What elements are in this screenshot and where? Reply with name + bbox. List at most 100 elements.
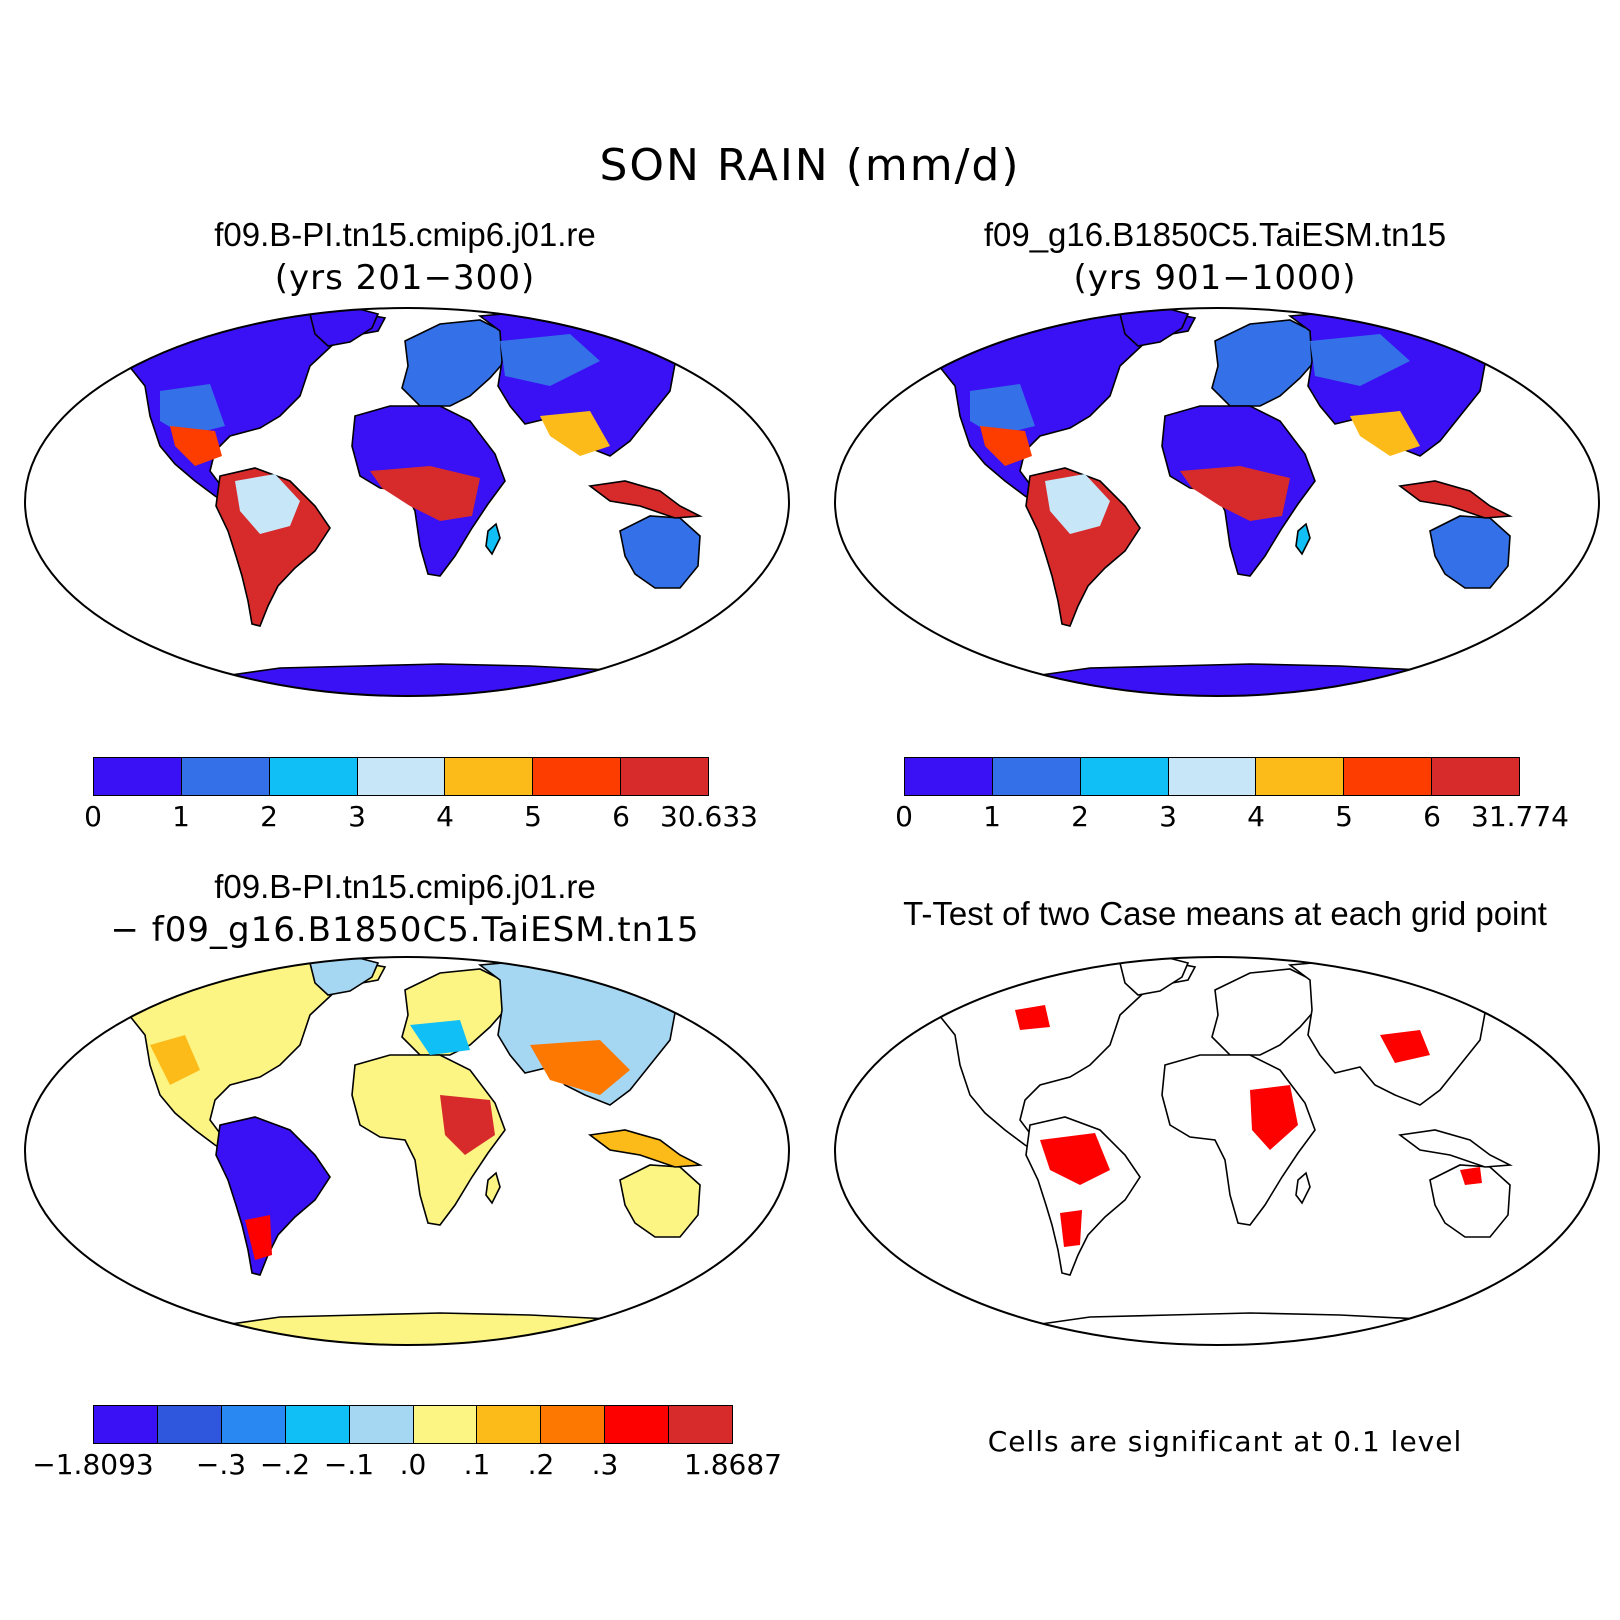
map-outline (24, 307, 790, 697)
panel1-map (24, 307, 790, 697)
field-patch (245, 1215, 272, 1260)
panel1-subtitle: (yrs 201−300) (274, 258, 536, 298)
colorbar-cell-2 (221, 1406, 286, 1443)
colorbar-cell-8 (605, 1406, 670, 1443)
land-australia (619, 1164, 701, 1238)
panel4-note: Cells are significant at 0.1 level (987, 1425, 1463, 1458)
field-patch (160, 384, 225, 436)
panel2-colorbar-labels: 0 1 2 3 4 5 6 31.774 (895, 800, 1569, 836)
colorbar-tick-label: .0 (399, 1448, 427, 1481)
map-outline (24, 956, 790, 1346)
colorbar-tick-label: 31.774 (1471, 800, 1569, 833)
colorbar-tick-label: 2 (1071, 800, 1089, 833)
field-patch (370, 466, 480, 521)
colorbar-cell-3 (357, 758, 446, 795)
land-southAmerica (215, 1116, 331, 1276)
land-indonesia (587, 480, 703, 519)
map-outline (834, 307, 1600, 697)
land-indonesia (1397, 1129, 1513, 1168)
panel1-colorbar-labels: 0 1 2 3 4 5 6 30.633 (84, 800, 758, 836)
colorbar-cell-4 (349, 1406, 414, 1443)
field-patch (1250, 1085, 1298, 1150)
colorbar-cell-3 (1168, 758, 1257, 795)
field-patch (1350, 411, 1420, 456)
colorbar-tick-label: −1.8093 (32, 1448, 154, 1481)
land-madagascar (1295, 522, 1311, 556)
colorbar-cell-2 (1080, 758, 1169, 795)
map-outline (834, 956, 1600, 1346)
colorbar-tick-label: 30.633 (660, 800, 758, 833)
colorbar-tick-label: 0 (84, 800, 102, 833)
field-patch (540, 411, 610, 456)
colorbar-tick-label: 1 (172, 800, 190, 833)
colorbar-tick-label: −.2 (259, 1448, 311, 1481)
panel4-map (834, 956, 1600, 1346)
colorbar-cell-5 (413, 1406, 478, 1443)
field-patch (1180, 466, 1290, 521)
field-patch (1310, 334, 1410, 386)
field-patch (1040, 1133, 1110, 1185)
panel1-title: f09.B-PI.tn15.cmip6.j01.re (214, 216, 596, 253)
colorbar-cell-6 (1432, 758, 1520, 795)
panel3-colorbar (93, 1405, 733, 1444)
panel3-title: f09.B-PI.tn15.cmip6.j01.re (214, 868, 596, 905)
land-madagascar (485, 522, 501, 556)
land-australia (619, 515, 701, 589)
colorbar-tick-label: 4 (436, 800, 454, 833)
colorbar-tick-label: 2 (260, 800, 278, 833)
land-asia (1287, 957, 1512, 1106)
panel3-colorbar-labels: −1.8093 −.3 −.2 −.1 .0 .1 .2 .3 1.8687 (32, 1448, 782, 1484)
colorbar-tick-label: 1.8687 (684, 1448, 782, 1481)
field-patch (1460, 1167, 1482, 1185)
panel3-map (24, 956, 790, 1346)
field-patch (530, 1040, 630, 1095)
field-patch (235, 474, 300, 534)
field-patch (150, 1035, 200, 1085)
field-patch (970, 384, 1035, 436)
colorbar-tick-label: −.1 (323, 1448, 375, 1481)
colorbar-tick-label: 4 (1247, 800, 1265, 833)
field-patch (500, 334, 600, 386)
colorbar-cell-1 (181, 758, 270, 795)
land-africa (351, 1054, 506, 1226)
colorbar-tick-label: .3 (591, 1448, 619, 1481)
land-australia (1429, 515, 1511, 589)
colorbar-cell-1 (157, 1406, 222, 1443)
colorbar-tick-label: 0 (895, 800, 913, 833)
panel4-title: T-Test of two Case means at each grid po… (903, 895, 1547, 932)
colorbar-cell-6 (621, 758, 709, 795)
land-europe (1211, 968, 1316, 1056)
field-patch (170, 426, 222, 466)
colorbar-tick-label: .2 (527, 1448, 555, 1481)
field-patch (1380, 1030, 1430, 1063)
field-patch (410, 1020, 470, 1055)
colorbar-cell-3 (285, 1406, 350, 1443)
field-patch (1045, 474, 1110, 534)
figure-title: SON RAIN (mm/d) (599, 140, 1021, 191)
panel2-map (834, 307, 1600, 697)
colorbar-cell-4 (1256, 758, 1345, 795)
field-patch (980, 426, 1032, 466)
colorbar-cell-7 (541, 1406, 606, 1443)
land-europe (1211, 319, 1316, 407)
colorbar-cell-1 (992, 758, 1081, 795)
colorbar-cell-4 (445, 758, 534, 795)
land-indonesia (587, 1129, 703, 1168)
colorbar-tick-label: 3 (1159, 800, 1177, 833)
panel2-colorbar (904, 757, 1520, 796)
colorbar-tick-label: 1 (983, 800, 1001, 833)
colorbar-tick-label: 5 (1335, 800, 1353, 833)
colorbar-tick-label: −.3 (195, 1448, 247, 1481)
colorbar-cell-0 (905, 758, 993, 795)
panel1-colorbar (93, 757, 709, 796)
colorbar-tick-label: 3 (348, 800, 366, 833)
colorbar-cell-2 (269, 758, 358, 795)
colorbar-tick-label: 6 (1423, 800, 1441, 833)
panel2-subtitle: (yrs 901−1000) (1073, 258, 1357, 298)
colorbar-tick-label: 5 (524, 800, 542, 833)
panel2-title: f09_g16.B1850C5.TaiESM.tn15 (983, 216, 1447, 253)
colorbar-cell-9 (669, 1406, 733, 1443)
field-patch (1060, 1210, 1082, 1247)
colorbar-cell-0 (94, 1406, 158, 1443)
colorbar-tick-label: 6 (612, 800, 630, 833)
